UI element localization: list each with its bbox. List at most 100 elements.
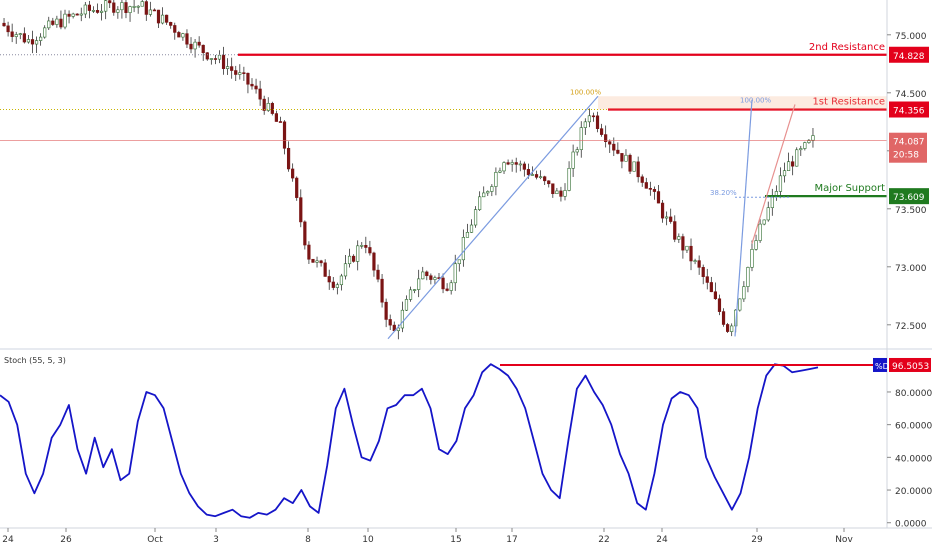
candle	[197, 41, 201, 46]
last-price-tag	[889, 132, 927, 163]
fib-leg-1	[387, 95, 599, 340]
candle	[388, 319, 392, 326]
stoch-level-tag	[889, 357, 931, 372]
candle	[376, 269, 380, 280]
candle	[599, 128, 604, 135]
candle	[372, 252, 376, 271]
candle	[799, 148, 803, 151]
fib-label: 100.00%	[570, 88, 601, 96]
stoch-tick-label: 60.0000	[895, 422, 932, 432]
candle	[648, 188, 652, 190]
stoch-tick-label: 20.0000	[895, 487, 932, 497]
candle	[482, 192, 486, 198]
candle	[417, 278, 421, 290]
candle	[563, 190, 567, 197]
time-tick-label: 10	[362, 535, 374, 545]
price-tick-label: 73.500	[895, 206, 927, 216]
time-tick-label: 26	[60, 535, 72, 545]
stoch-label: Stoch (55, 5, 3)	[4, 356, 66, 365]
fib-label: 38.20%	[710, 189, 737, 197]
candle	[95, 10, 100, 13]
candle	[132, 6, 136, 8]
candle	[534, 174, 539, 178]
candle	[22, 33, 26, 43]
time-tick-label: 3	[213, 535, 219, 545]
time-tick-label: 29	[751, 535, 763, 545]
candle	[43, 27, 47, 38]
candle	[478, 196, 482, 210]
candle	[26, 39, 31, 43]
candle	[323, 262, 327, 277]
candle	[795, 149, 799, 167]
stochastic-panel[interactable]: Stoch (55, 5, 3)	[0, 356, 887, 519]
time-tick-label: 22	[598, 535, 609, 545]
candle	[315, 260, 319, 263]
candle	[616, 149, 620, 154]
candle	[209, 58, 213, 60]
candle	[278, 121, 283, 123]
candle	[30, 39, 35, 45]
candle	[494, 172, 498, 187]
candle	[234, 70, 238, 75]
candle	[583, 121, 587, 128]
candle	[335, 284, 339, 288]
projection-zone	[598, 96, 887, 110]
level-price-tag-label: 74.356	[893, 107, 925, 117]
candle	[185, 33, 189, 45]
candle	[221, 54, 226, 69]
candle	[177, 32, 181, 38]
candle	[75, 13, 79, 16]
candle	[652, 189, 657, 192]
candle	[685, 245, 689, 251]
candle	[709, 282, 713, 293]
candle	[726, 324, 730, 332]
candle	[539, 176, 543, 179]
candle	[469, 224, 474, 233]
stoch-line	[0, 363, 819, 519]
level-price-tag-label: 74.828	[893, 52, 925, 62]
candle	[258, 88, 262, 100]
time-tick-label: 24	[2, 535, 14, 545]
candle	[640, 176, 644, 183]
candle	[705, 276, 709, 283]
candle	[660, 202, 665, 219]
candle	[526, 169, 531, 176]
candle	[445, 288, 449, 291]
candle	[628, 154, 632, 172]
candle	[173, 25, 177, 33]
candle	[465, 232, 470, 238]
level-price-tag-label: 73.609	[893, 193, 925, 203]
candle	[502, 162, 506, 172]
level-price-tag	[889, 101, 929, 118]
level-name: 1st Resistance	[812, 97, 885, 108]
price-panel[interactable]: 2nd Resistance 1st Resistance Major Suppor…	[0, 0, 887, 340]
time-tick-label: Oct	[147, 535, 163, 545]
candle	[91, 10, 96, 12]
candle	[433, 277, 437, 280]
candle	[567, 168, 571, 191]
time-tick-label: 15	[450, 535, 461, 545]
stoch-tick-label: 80.0000	[895, 389, 932, 399]
candle	[681, 236, 685, 251]
candle	[750, 249, 754, 268]
candle	[400, 309, 405, 329]
candle	[693, 260, 697, 262]
candle	[246, 72, 250, 85]
candle	[408, 289, 413, 300]
candle	[112, 2, 116, 13]
candle	[51, 20, 55, 25]
candle	[774, 191, 778, 196]
candle	[242, 72, 246, 74]
candle	[396, 327, 400, 332]
stoch-d-tag-label: %D	[875, 362, 889, 371]
candle	[79, 13, 83, 16]
candle	[55, 18, 59, 25]
candle	[116, 9, 120, 13]
candle	[128, 6, 132, 13]
candle	[595, 115, 600, 129]
candle	[270, 103, 274, 114]
candle	[59, 18, 63, 28]
